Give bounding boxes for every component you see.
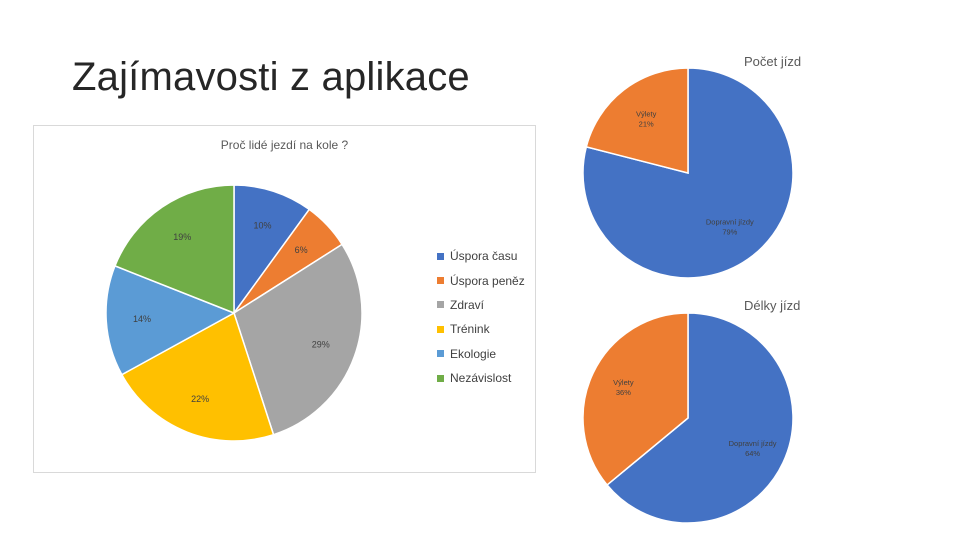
legend-item: Ekologie [437,342,525,366]
pie-slice [585,67,689,174]
chart-legend: Úspora času Úspora peněz Zdraví Trénink … [437,244,525,390]
rides-length-chart-title: Délky jízd [744,298,801,313]
legend-label: Zdraví [450,297,485,312]
pie-data-label: 79% [722,228,737,237]
pie-slice [114,184,235,315]
legend-item: Úspora peněz [437,268,525,292]
legend-item: Trénink [437,317,525,341]
pie-data-label: 19% [173,232,191,242]
pie-slice [233,184,311,316]
legend-swatch [437,252,444,260]
legend-label: Úspora peněz [450,273,525,288]
pie-category-label: Dopravní jízdy [706,218,754,227]
pie-slice [606,312,794,524]
pie-category-label: Dopravní jízdy [729,439,777,448]
legend-item: Nezávislost [437,366,525,390]
legend-item: Zdraví [437,293,525,317]
pie-data-label: 10% [253,221,271,231]
legend-label: Úspora času [450,249,518,264]
pie-data-label: 14% [133,314,151,324]
legend-swatch [437,325,444,333]
legend-swatch [437,277,444,285]
legend-label: Trénink [450,322,490,337]
legend-swatch [437,374,444,382]
pie-category-label: Výlety [613,378,634,387]
pie-slice [120,311,275,442]
legend-item: Úspora času [437,244,525,268]
pie-category-label: Výlety [636,110,657,119]
pie-data-label: 6% [295,245,308,255]
legend-label: Nezávislost [450,371,512,386]
chart-title: Proč lidé jezdí na kole ? [220,138,349,152]
pie-slice [105,264,236,376]
pie-data-label: 29% [312,339,330,349]
pie-data-label: 36% [616,388,631,397]
pie-slice [582,312,689,486]
rides-count-chart-title: Počet jízd [744,54,802,69]
pie-slice [233,243,363,436]
pie-data-label: 21% [639,120,654,129]
pie-data-label: 64% [745,449,760,458]
pie-slice [582,67,794,279]
main-pie-chart: Proč lidé jezdí na kole ? 10% 6% 29% 22% 14%… [33,125,536,473]
legend-swatch [437,350,444,358]
legend-swatch [437,301,444,309]
main-pie-svg: 10% 6% 29% 22% 14% 19% [105,184,363,442]
slide-title: Zajímavosti z aplikace [72,55,470,99]
legend-label: Ekologie [450,346,497,361]
pie-data-label: 22% [191,394,209,404]
